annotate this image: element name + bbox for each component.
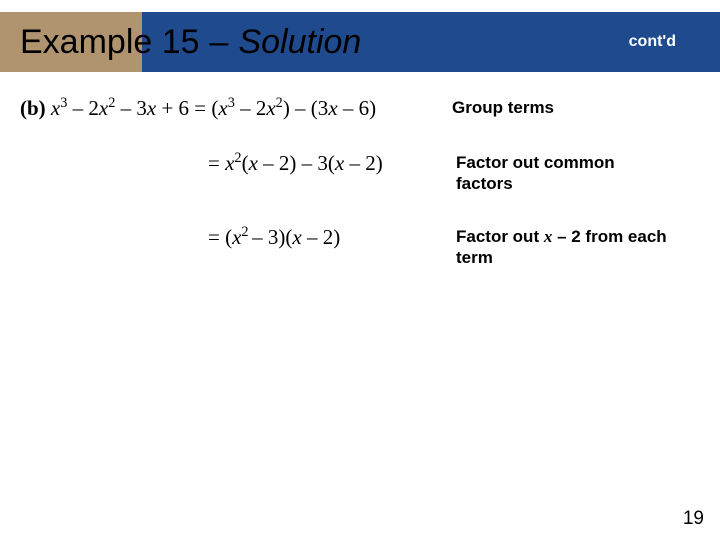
var-x: x: [51, 96, 60, 120]
equation-row-3: = (x2 – 3)(x – 2) Factor out x – 2 from …: [208, 225, 700, 269]
var-x: x: [218, 96, 227, 120]
txt: – 2): [302, 225, 341, 249]
txt: + 6: [156, 96, 189, 120]
var-x: x: [328, 96, 337, 120]
annotation-3: Factor out x – 2 from each term: [456, 225, 676, 269]
title-example: Example 15: [20, 23, 200, 62]
txt: (: [242, 151, 249, 175]
exp: 2: [234, 150, 241, 166]
txt: – 3)(: [252, 225, 292, 249]
var-x: x: [292, 225, 301, 249]
txt: – 2: [235, 96, 267, 120]
var-x: x: [147, 96, 156, 120]
var-x: x: [99, 96, 108, 120]
exp: 2: [241, 224, 252, 240]
slide: cont'd Example 15 – Solution (b) x3 – 2x…: [0, 0, 720, 540]
content-body: (b) x3 – 2x2 – 3x + 6 = (x3 – 2x2) – (3x…: [20, 96, 700, 298]
txt: = (: [189, 96, 218, 120]
annotation-2: Factor out common factors: [456, 151, 676, 195]
txt: Factor out: [456, 227, 544, 246]
txt: – 6): [338, 96, 377, 120]
var-x: x: [266, 96, 275, 120]
equation-row-1: (b) x3 – 2x2 – 3x + 6 = (x3 – 2x2) – (3x…: [20, 96, 700, 121]
annotation-1: Group terms: [452, 96, 700, 118]
txt: = (: [208, 225, 232, 249]
var-x: x: [335, 151, 344, 175]
exp: 2: [276, 95, 283, 111]
txt: – 3: [115, 96, 147, 120]
txt: – 2): [344, 151, 383, 175]
title-separator: –: [210, 23, 229, 62]
txt: – 2) – 3(: [258, 151, 335, 175]
page-number: 19: [683, 508, 704, 530]
indented-block: = x2(x – 2) – 3(x – 2) Factor out common…: [20, 151, 700, 268]
txt: – 2: [67, 96, 99, 120]
equation-1: (b) x3 – 2x2 – 3x + 6 = (x3 – 2x2) – (3x…: [20, 96, 452, 121]
var-x: x: [249, 151, 258, 175]
txt: ) – (3: [283, 96, 329, 120]
part-label: (b): [20, 96, 46, 120]
equation-3: = (x2 – 3)(x – 2): [208, 225, 456, 250]
equation-row-2: = x2(x – 2) – 3(x – 2) Factor out common…: [208, 151, 700, 195]
equation-2: = x2(x – 2) – 3(x – 2): [208, 151, 456, 176]
title-solution: Solution: [238, 23, 361, 62]
txt: =: [208, 151, 225, 175]
exp: 3: [228, 95, 235, 111]
slide-title: Example 15 – Solution: [20, 12, 361, 72]
contd-label: cont'd: [629, 33, 676, 51]
